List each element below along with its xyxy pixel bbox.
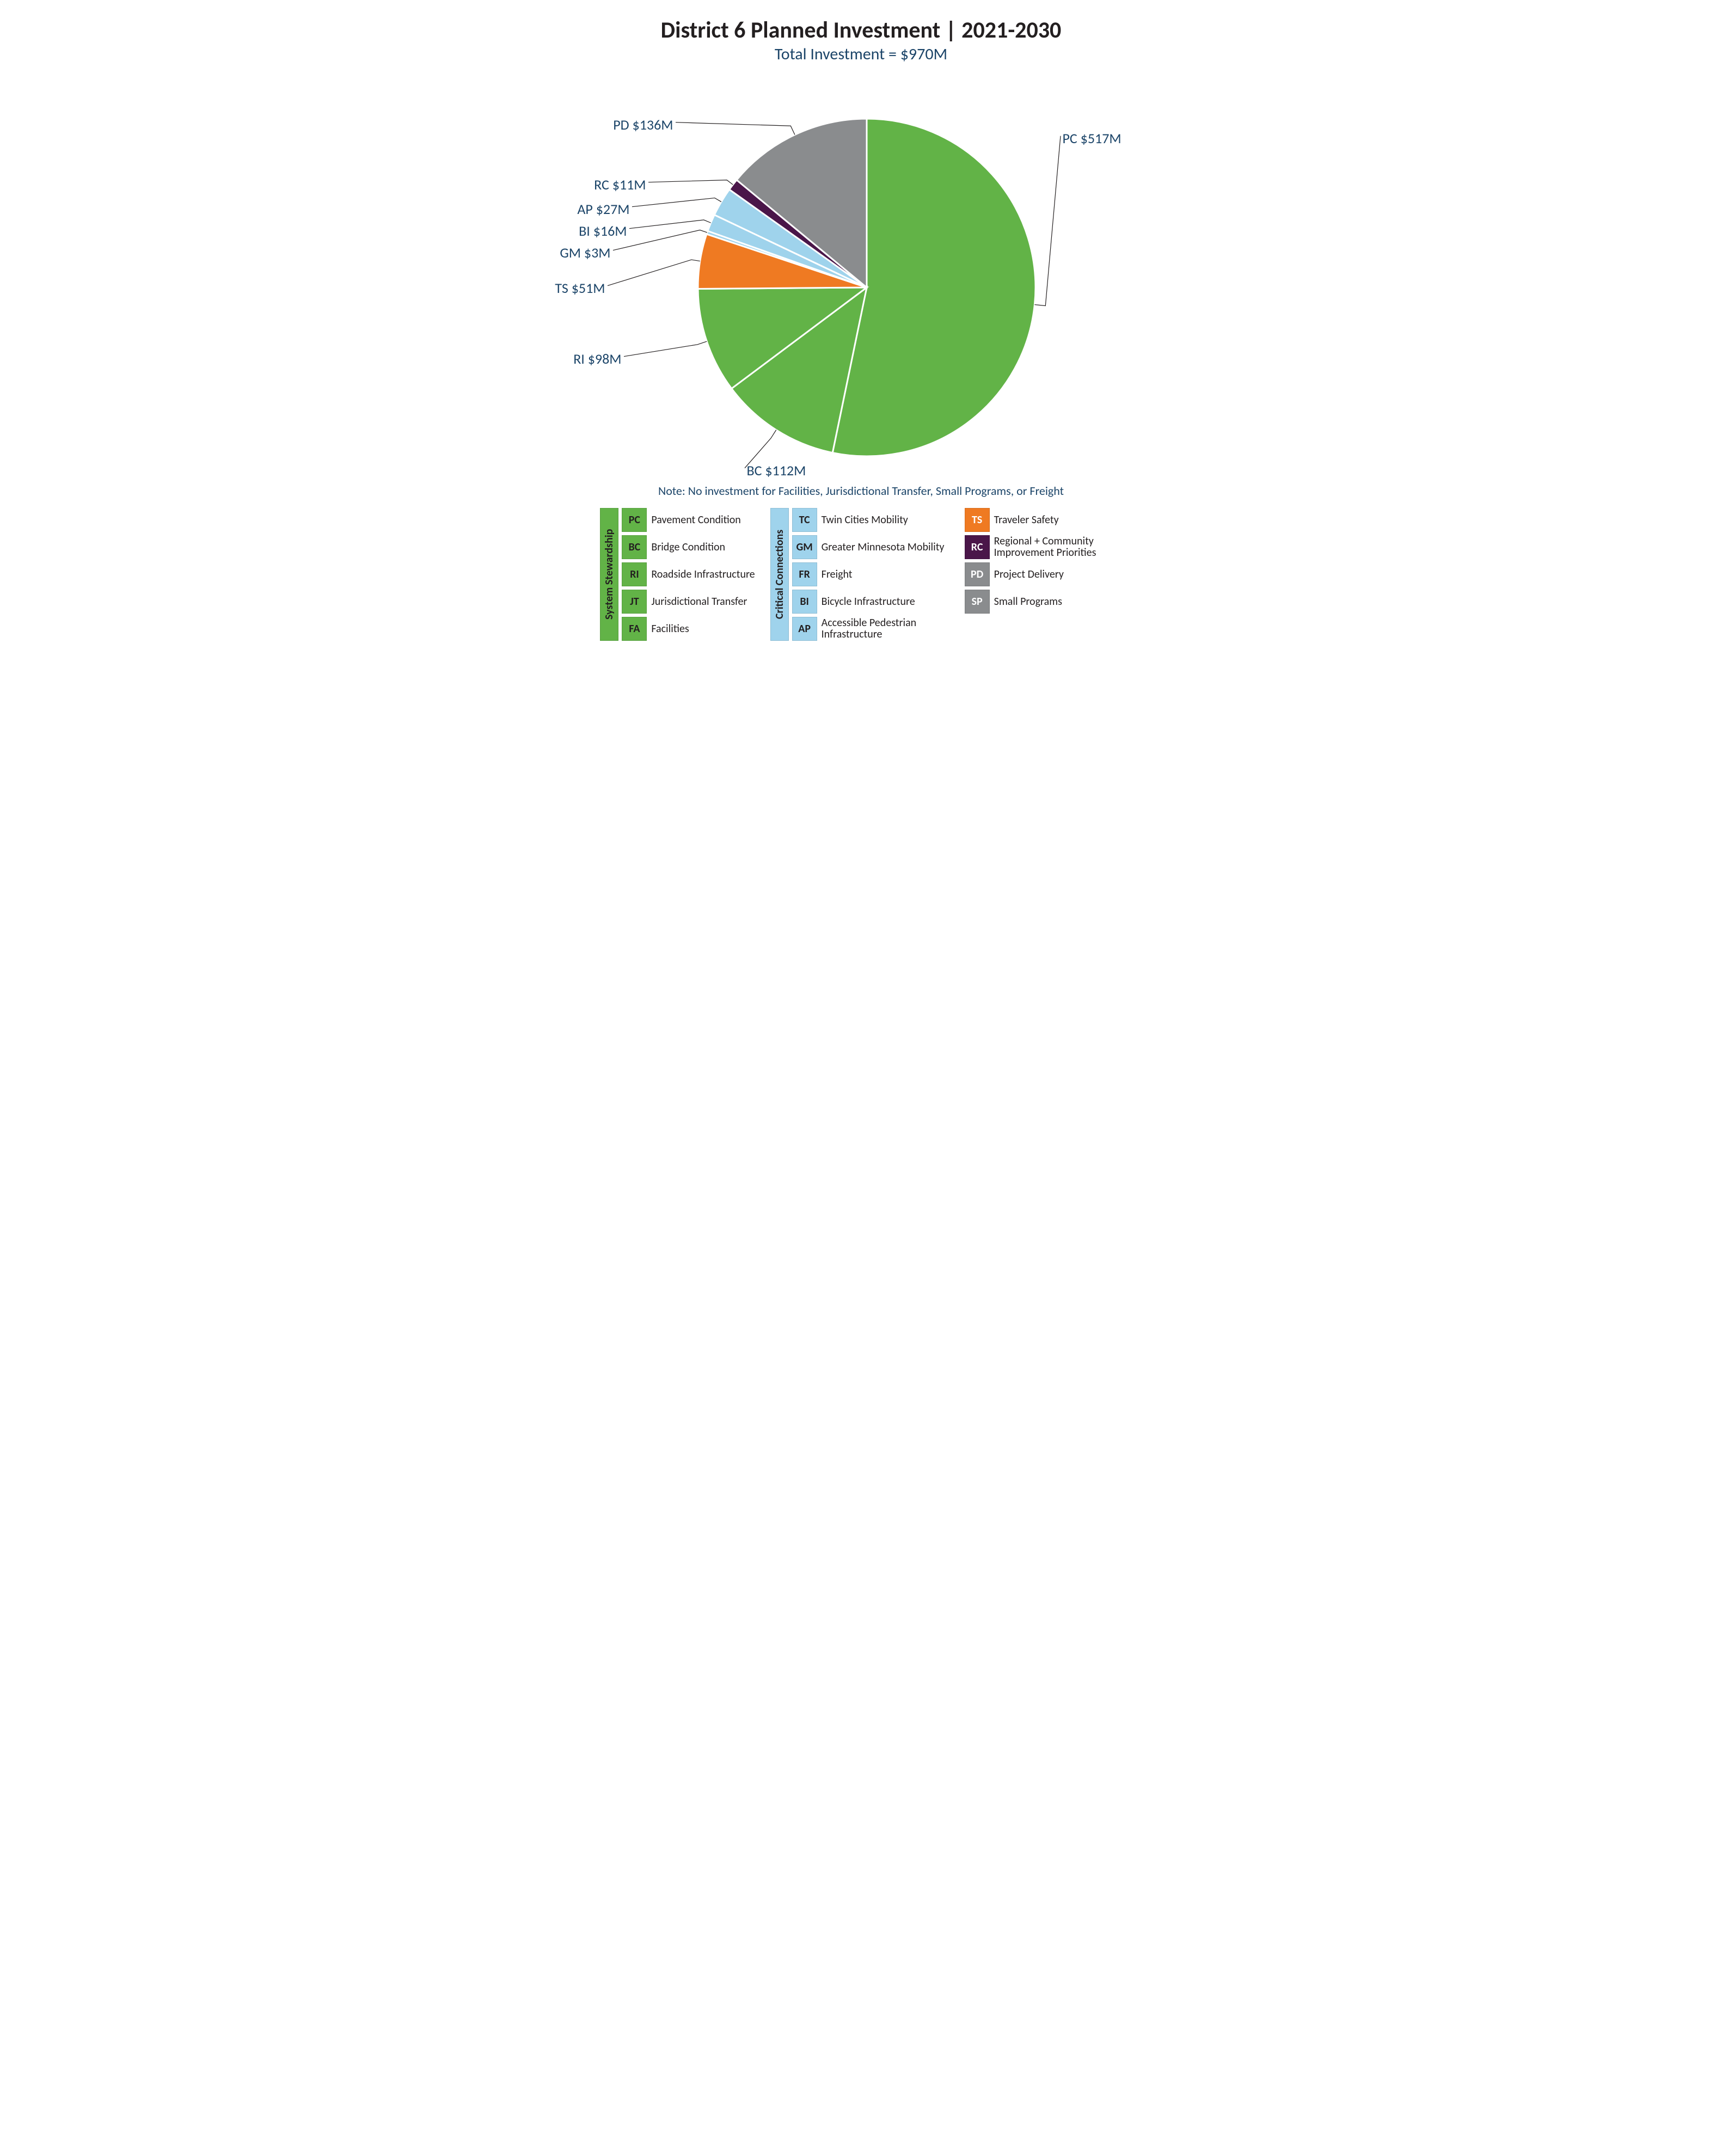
legend-group: Critical ConnectionsTC Twin Cities Mobili… <box>770 508 949 641</box>
slice-label-rc: RC $11M <box>594 176 646 193</box>
legend-items: PC Pavement Condition BC Bridge Condition RI… <box>622 508 755 641</box>
legend-code-badge: SP <box>965 590 990 614</box>
legend-text: Roadside Infrastructure <box>651 569 755 580</box>
leader-line <box>632 198 721 207</box>
legend-text: Bridge Condition <box>651 542 725 553</box>
legend-text: Jurisdictional Transfer <box>651 596 747 608</box>
chart-subtitle: Total Investment = $970M <box>585 44 1137 64</box>
leader-line <box>624 341 707 357</box>
legend-code-badge: PC <box>622 508 647 532</box>
leader-line <box>629 220 711 229</box>
leader-line <box>648 180 733 185</box>
legend-item: BC Bridge Condition <box>622 535 755 559</box>
pie-svg <box>589 75 1133 478</box>
legend-item: PD Project Delivery <box>965 562 1122 586</box>
legend-text: Bicycle Infrastructure <box>822 596 915 608</box>
legend-text: Freight <box>822 569 853 580</box>
leader-line <box>676 122 795 135</box>
legend-code-badge: FR <box>792 562 817 586</box>
legend-item: JT Jurisdictional Transfer <box>622 590 755 614</box>
legend-text: Facilities <box>651 623 689 635</box>
legend-item: FR Freight <box>792 562 949 586</box>
legend-item: RCRegional + Community Improvement Prior… <box>965 535 1122 559</box>
legend-item: PC Pavement Condition <box>622 508 755 532</box>
legend-item: RI Roadside Infrastructure <box>622 562 755 586</box>
leader-line <box>608 260 700 286</box>
legend-code-badge: RI <box>622 562 647 586</box>
legend-text: Regional + Community Improvement Priorit… <box>994 536 1122 559</box>
pie-chart: PC $517MBC $112MRI $98MTS $51MGM $3MBI $… <box>589 75 1133 478</box>
slice-label-bc: BC $112M <box>747 462 806 479</box>
slice-label-pc: PC $517M <box>1063 130 1122 147</box>
chart-title: District 6 Planned Investment | 2021-203… <box>585 16 1137 44</box>
page-root: District 6 Planned Investment | 2021-203… <box>574 0 1148 663</box>
legend-item: GM Greater Minnesota Mobility <box>792 535 949 559</box>
legend-code-badge: PD <box>965 562 990 586</box>
chart-note: Note: No investment for Facilities, Juri… <box>585 483 1137 498</box>
legend-text: Accessible Pedestrian Infrastructure <box>822 617 949 640</box>
legend-code-badge: BC <box>622 535 647 559</box>
legend-code-badge: TS <box>965 508 990 532</box>
legend-items: TS Traveler Safety RCRegional + Community … <box>965 508 1122 614</box>
legend: System StewardshipPC Pavement Condition BC… <box>585 508 1137 641</box>
legend-code-badge: JT <box>622 590 647 614</box>
legend-item: APAccessible Pedestrian Infrastructure <box>792 617 949 641</box>
legend-code-badge: RC <box>965 535 990 559</box>
legend-code-badge: FA <box>622 617 647 641</box>
legend-item: TC Twin Cities Mobility <box>792 508 949 532</box>
legend-code-badge: AP <box>792 617 817 641</box>
slice-label-pd: PD $136M <box>613 116 673 133</box>
legend-text: Project Delivery <box>994 569 1064 580</box>
legend-item: TS Traveler Safety <box>965 508 1122 532</box>
legend-group: TS Traveler Safety RCRegional + Community … <box>965 508 1122 614</box>
legend-item: FA Facilities <box>622 617 755 641</box>
legend-code-badge: TC <box>792 508 817 532</box>
slice-label-ri: RI $98M <box>573 350 621 367</box>
legend-code-badge: BI <box>792 590 817 614</box>
slice-label-ap: AP $27M <box>577 200 629 218</box>
slice-label-gm: GM $3M <box>560 244 610 261</box>
legend-item: BI Bicycle Infrastructure <box>792 590 949 614</box>
legend-text: Twin Cities Mobility <box>822 514 908 526</box>
slice-label-ts: TS $51M <box>555 279 605 297</box>
leader-line <box>1034 136 1061 306</box>
legend-text: Greater Minnesota Mobility <box>822 542 945 553</box>
legend-text: Traveler Safety <box>994 514 1059 526</box>
legend-text: Pavement Condition <box>651 514 740 526</box>
slice-label-bi: BI $16M <box>579 222 627 240</box>
legend-code-badge: GM <box>792 535 817 559</box>
legend-item: SP Small Programs <box>965 590 1122 614</box>
legend-group-title: System Stewardship <box>600 508 618 641</box>
legend-text: Small Programs <box>994 596 1062 608</box>
legend-items: TC Twin Cities Mobility GM Greater Minnesot… <box>792 508 949 641</box>
legend-group: System StewardshipPC Pavement Condition BC… <box>600 508 755 641</box>
legend-group-title: Critical Connections <box>770 508 789 641</box>
